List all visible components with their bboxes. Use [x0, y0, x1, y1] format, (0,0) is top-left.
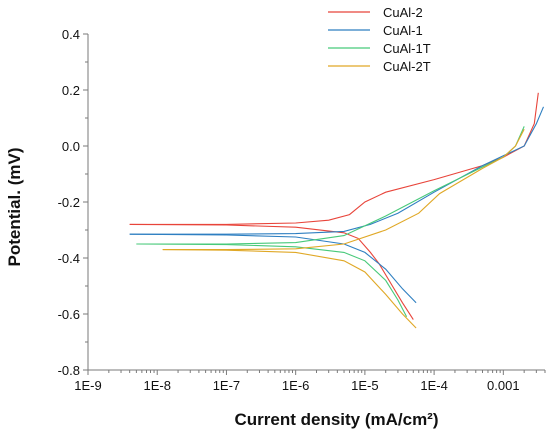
y-tick-label: -0.6 — [58, 307, 80, 322]
series-cual-1-anodic-line — [129, 106, 545, 235]
y-tick-label: -0.8 — [58, 363, 80, 378]
x-tick-label: 1E-7 — [213, 378, 240, 393]
legend-label-cual-1t: CuAl-1T — [383, 41, 431, 56]
y-axis-title: Potential. (mV) — [5, 147, 24, 266]
x-tick-label: 1E-9 — [74, 378, 101, 393]
axes — [87, 34, 545, 371]
x-tick-label: 1E-4 — [420, 378, 447, 393]
legend-label-cual-2: CuAl-2 — [383, 5, 423, 20]
series-cual-2-cathodic-line — [129, 223, 414, 320]
series-cual-2t-anodic-line — [162, 128, 525, 251]
x-tick-label: 0.001 — [487, 378, 520, 393]
x-axis-title: Current density (mA/cm²) — [234, 410, 438, 429]
legend: CuAl-2 CuAl-1 CuAl-1T CuAl-2T — [328, 5, 431, 74]
y-tick-label: 0.0 — [62, 139, 80, 154]
x-tick-label: 1E-6 — [282, 378, 309, 393]
series-cual-2-anodic-line — [129, 92, 539, 225]
legend-label-cual-1: CuAl-1 — [383, 23, 423, 38]
x-tick-label: 1E-5 — [351, 378, 378, 393]
y-tick-label: 0.2 — [62, 83, 80, 98]
legend-label-cual-2t: CuAl-2T — [383, 59, 431, 74]
y-tick-label: 0.4 — [62, 27, 80, 42]
series-cual-1t-anodic-line — [136, 126, 525, 245]
y-tick-label: -0.4 — [58, 251, 80, 266]
series-cual-1t-cathodic-line — [136, 243, 408, 318]
x-tick-label: 1E-8 — [143, 378, 170, 393]
data-series — [129, 92, 545, 329]
y-tick-label: -0.2 — [58, 195, 80, 210]
series-cual-2t-cathodic-line — [162, 249, 417, 329]
series-cual-1-cathodic-line — [129, 233, 417, 304]
axis-ticks: -0.8 -0.6 -0.4 -0.2 0.0 0.2 0.4 1E-9 1E-8 1E-7 1E-… — [58, 27, 546, 393]
